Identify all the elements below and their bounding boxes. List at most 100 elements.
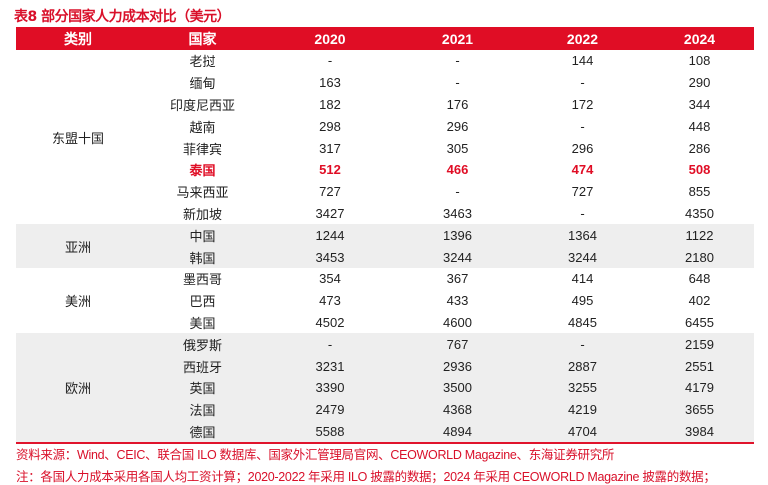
value-cell: 433 xyxy=(446,293,469,309)
value-cell: 1244 xyxy=(265,224,395,247)
value-cell: 172 xyxy=(571,96,594,112)
value-cell: 286 xyxy=(688,140,711,156)
category-cell: 欧洲 xyxy=(16,333,140,444)
column-header: 2021 xyxy=(395,27,520,50)
country-cell: 英国 xyxy=(140,376,265,399)
table-row: 英国 3390 3500 3255 4179 xyxy=(16,376,754,399)
value-cell: 296 xyxy=(446,118,469,134)
value-cell: 474 xyxy=(571,162,594,178)
table-row: 缅甸 163 - - 290 xyxy=(16,72,754,94)
value-cell: 4502 xyxy=(315,314,345,330)
value-cell: 855 xyxy=(688,184,711,200)
source-note: 资料来源：Wind、CEIC、联合国 ILO 数据库、国家外汇管理局官网、CEO… xyxy=(16,448,615,462)
value-cell: 4219 xyxy=(520,398,645,421)
value-cell: 3390 xyxy=(265,376,395,399)
category-cell: 东盟十国 xyxy=(51,130,104,146)
value-cell: 5588 xyxy=(265,420,395,444)
value-cell: 2936 xyxy=(395,355,520,377)
table-row: 德国 5588 4894 4704 3984 xyxy=(16,420,754,444)
value-cell: 3500 xyxy=(395,376,520,399)
value-cell: 290 xyxy=(688,75,711,91)
value-cell: - xyxy=(580,118,585,134)
value-cell: 3244 xyxy=(520,246,645,268)
column-header: 类别 xyxy=(16,27,140,50)
country-cell: 巴西 xyxy=(189,294,216,310)
table-row: 泰国 512 466 474 508 xyxy=(16,159,754,181)
country-cell: 马来西亚 xyxy=(176,185,229,201)
value-cell: - xyxy=(580,205,585,221)
value-cell: 727 xyxy=(571,184,594,200)
value-cell: 512 xyxy=(319,162,341,178)
value-cell: 508 xyxy=(688,162,711,178)
table-row: 新加坡 3427 3463 - 4350 xyxy=(16,203,754,225)
value-cell: - xyxy=(455,184,460,200)
value-cell: 4704 xyxy=(520,420,645,444)
value-cell: 163 xyxy=(319,75,341,91)
table-row: 韩国 3453 3244 3244 2180 xyxy=(16,246,754,268)
value-cell: - xyxy=(455,75,460,91)
value-cell: 414 xyxy=(571,271,594,287)
value-cell: 317 xyxy=(319,140,341,156)
value-cell: 727 xyxy=(319,184,341,200)
value-cell: 4368 xyxy=(395,398,520,421)
table-row: 菲律宾 317 305 296 286 xyxy=(16,137,754,159)
value-cell: - xyxy=(455,53,460,69)
value-cell: 2479 xyxy=(265,398,395,421)
value-cell: 767 xyxy=(395,333,520,356)
country-cell: 西班牙 xyxy=(140,355,265,377)
value-cell: - xyxy=(265,333,395,356)
value-cell: 1122 xyxy=(645,224,754,247)
column-header: 2022 xyxy=(520,27,645,50)
country-cell: 墨西哥 xyxy=(182,272,222,288)
value-cell: 4894 xyxy=(395,420,520,444)
value-cell: 1364 xyxy=(520,224,645,247)
table-row: 美洲 墨西哥 354 367 414 648 xyxy=(16,268,754,309)
value-cell: 466 xyxy=(446,162,469,178)
value-cell: 648 xyxy=(688,271,711,287)
value-cell: 305 xyxy=(446,140,469,156)
table-row: 亚洲 中国 1244 1396 1364 1122 xyxy=(16,224,754,268)
country-cell: 印度尼西亚 xyxy=(169,97,235,113)
country-cell: 缅甸 xyxy=(189,76,216,92)
value-cell: 2159 xyxy=(645,333,754,356)
value-cell: 367 xyxy=(446,271,469,287)
value-cell: 344 xyxy=(688,96,711,112)
value-cell: 3463 xyxy=(443,205,472,221)
country-cell: 老挝 xyxy=(189,54,216,70)
table-row: 马来西亚 727 - 727 855 xyxy=(16,181,754,203)
value-cell: 3244 xyxy=(395,246,520,268)
country-cell: 美国 xyxy=(189,315,216,331)
table-row: 西班牙 3231 2936 2887 2551 xyxy=(16,355,754,377)
value-cell: 3427 xyxy=(315,205,345,221)
value-cell: 3255 xyxy=(520,376,645,399)
value-cell: 4845 xyxy=(568,314,597,330)
value-cell: 4350 xyxy=(685,205,714,221)
value-cell: 402 xyxy=(688,293,711,309)
table-row: 印度尼西亚 182 176 172 344 xyxy=(16,94,754,116)
value-cell: 3231 xyxy=(265,355,395,377)
value-cell: 4600 xyxy=(443,314,472,330)
value-cell: 473 xyxy=(319,293,341,309)
value-cell: 6455 xyxy=(685,314,714,330)
country-cell: 俄罗斯 xyxy=(140,333,265,356)
value-cell: - xyxy=(520,333,645,356)
category-cell: 亚洲 xyxy=(16,224,140,268)
value-cell: 2180 xyxy=(645,246,754,268)
value-cell: 448 xyxy=(688,118,711,134)
value-cell: 3453 xyxy=(265,246,395,268)
value-cell: 298 xyxy=(319,118,341,134)
country-cell: 韩国 xyxy=(140,246,265,268)
footnote: 注：各国人力成本采用各国人均工资计算；2020-2022 年采用 ILO 披露的… xyxy=(16,470,716,484)
table-title: 表8 部分国家人力成本对比（美元） xyxy=(14,9,231,25)
value-cell: 2551 xyxy=(645,355,754,377)
value-cell: 108 xyxy=(688,53,711,69)
value-cell: 176 xyxy=(446,96,469,112)
labor-cost-table: 类别 国家 2020 2021 2022 2024 东盟十国 老挝 - - 144 108 缅甸 163… xyxy=(16,27,754,445)
country-cell: 菲律宾 xyxy=(182,141,222,157)
value-cell: 354 xyxy=(319,271,341,287)
column-header: 2020 xyxy=(265,27,395,50)
country-cell: 法国 xyxy=(140,398,265,421)
value-cell: 1396 xyxy=(395,224,520,247)
table-row: 越南 298 296 - 448 xyxy=(16,115,754,137)
value-cell: 495 xyxy=(571,293,594,309)
